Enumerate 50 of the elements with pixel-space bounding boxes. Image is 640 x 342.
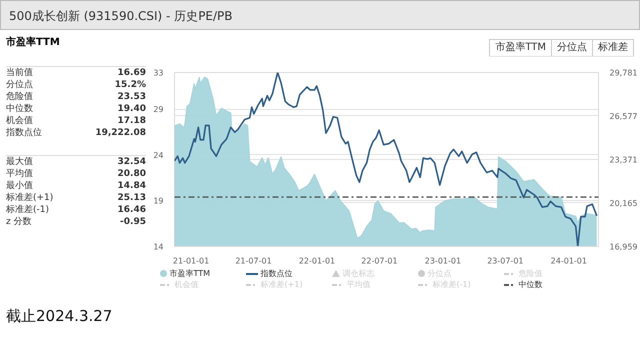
x-tick-label: 24-01-01 (550, 256, 587, 266)
y-tick-label: 14 (153, 242, 164, 252)
y-tick-label: 24 (153, 150, 164, 160)
text: -0.95 (119, 216, 146, 228)
x-tick-label: 22-07-01 (361, 256, 398, 266)
text: 19.40 (116, 103, 146, 115)
text: 分位点 (551, 39, 593, 58)
text: 标准差 (592, 39, 634, 58)
y2-tick-label: 20,165 (610, 198, 638, 208)
text: 25.13 (116, 192, 146, 204)
x-tick-label: 23-07-01 (487, 256, 524, 266)
legend-label: 指数点位 (260, 269, 293, 278)
text: 标准差(-1) (6, 204, 50, 216)
y2-tick-label: 23,371 (610, 155, 638, 164)
legend-label: 市盈率TTM (170, 269, 210, 278)
text: 20.80 (116, 168, 146, 180)
y2-tick-label: 29,781 (610, 68, 638, 78)
text: 市盈率TTM (5, 35, 60, 50)
text: 16.46 (116, 204, 146, 216)
text: 分位点 (6, 79, 34, 91)
text: 17.18 (116, 115, 146, 127)
x-tick-label: 23-01-01 (424, 256, 462, 266)
y-tick-label: 33 (153, 68, 164, 78)
text: 最小值 (6, 180, 34, 192)
text: 15.2% (114, 79, 146, 91)
y-tick-label: 29 (153, 105, 164, 114)
text: z 分数 (6, 216, 33, 228)
chart-title: 500成长创新 (931590.CSI) - 历史PE/PB (0, 0, 640, 30)
text: 截止2024.3.27 (5, 306, 112, 327)
text: 中位数 (6, 103, 34, 115)
text: 危险值 (6, 91, 34, 103)
x-tick-label: 22-01-01 (298, 256, 336, 266)
text: 当前值 (6, 66, 34, 79)
text: 最大值 (6, 156, 34, 168)
x-tick-label: 21-01-01 (172, 256, 210, 266)
text: 23.53 (116, 91, 146, 103)
x-tick-label: 21-07-01 (235, 256, 272, 266)
text: 14.84 (116, 180, 146, 192)
text: 32.54 (116, 156, 146, 168)
text: 16.69 (116, 67, 146, 79)
y2-tick-label: 16,959 (610, 242, 638, 252)
text: 标准差(+1) (6, 192, 54, 204)
text: 19,222.08 (94, 127, 146, 139)
text: 机会值 (6, 115, 34, 127)
y-tick-label: 19 (153, 196, 164, 206)
text: 平均值 (6, 168, 34, 180)
y2-tick-label: 26,577 (610, 112, 638, 121)
legend-label: 中位数 (518, 280, 543, 289)
text: 市盈率TTM (489, 39, 552, 58)
text: 指数点位 (6, 127, 43, 139)
